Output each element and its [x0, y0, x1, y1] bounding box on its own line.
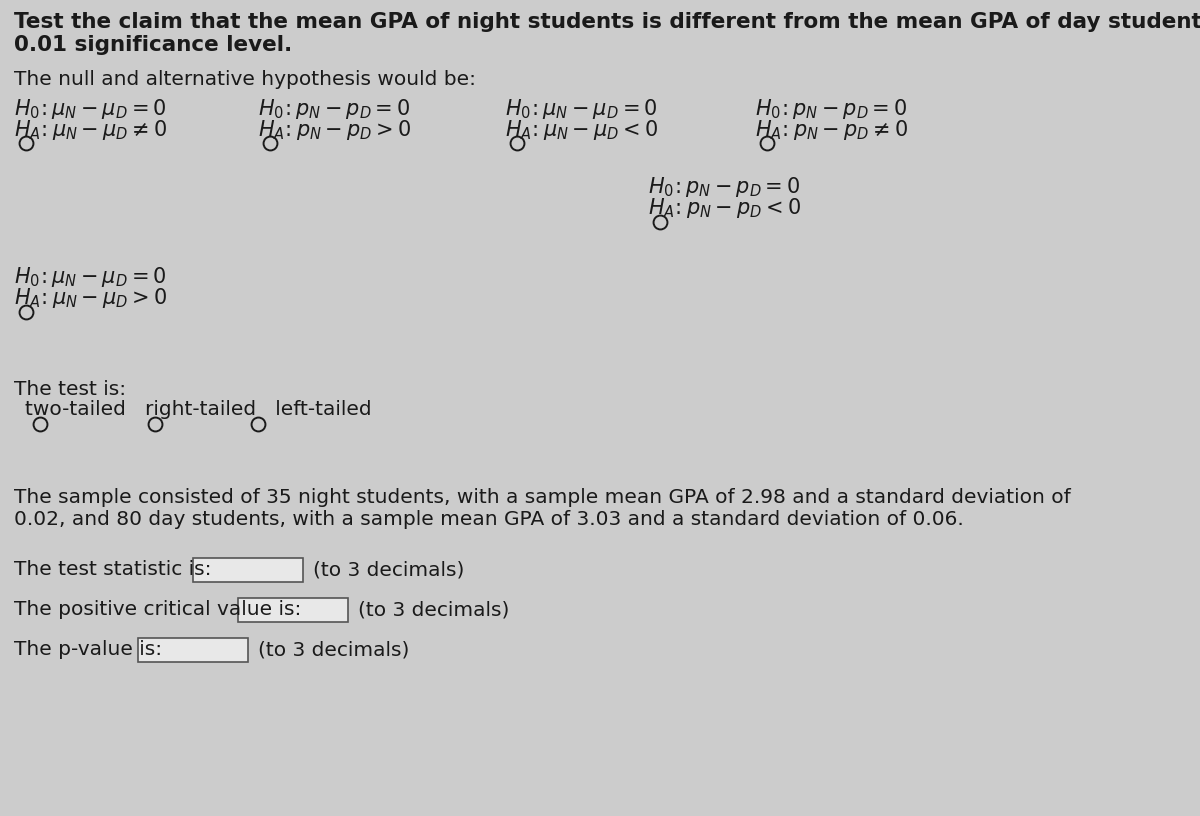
- Text: $H_0\!:p_N - p_D = 0$: $H_0\!:p_N - p_D = 0$: [258, 97, 410, 121]
- Text: $H_A\!:p_N - p_D < 0$: $H_A\!:p_N - p_D < 0$: [648, 196, 802, 220]
- Text: 0.02, and 80 day students, with a sample mean GPA of 3.03 and a standard deviati: 0.02, and 80 day students, with a sample…: [14, 510, 964, 529]
- Text: $H_0\!:p_N - p_D = 0$: $H_0\!:p_N - p_D = 0$: [648, 175, 800, 199]
- Text: $H_0\!:\mu_N - \mu_D = 0$: $H_0\!:\mu_N - \mu_D = 0$: [14, 265, 167, 289]
- Text: $H_A\!:p_N - p_D > 0$: $H_A\!:p_N - p_D > 0$: [258, 118, 412, 142]
- Text: $H_0\!:p_N - p_D = 0$: $H_0\!:p_N - p_D = 0$: [755, 97, 907, 121]
- Text: 0.01 significance level.: 0.01 significance level.: [14, 35, 293, 55]
- FancyBboxPatch shape: [193, 558, 302, 582]
- FancyBboxPatch shape: [138, 638, 248, 662]
- Text: $H_0\!:\mu_N - \mu_D = 0$: $H_0\!:\mu_N - \mu_D = 0$: [14, 97, 167, 121]
- Text: Test the claim that the mean GPA of night students is different from the mean GP: Test the claim that the mean GPA of nigh…: [14, 12, 1200, 32]
- Text: $H_A\!:p_N - p_D \neq 0$: $H_A\!:p_N - p_D \neq 0$: [755, 118, 908, 142]
- Text: (to 3 decimals): (to 3 decimals): [358, 600, 509, 619]
- Text: The test is:: The test is:: [14, 380, 126, 399]
- Text: The p-value is:: The p-value is:: [14, 640, 162, 659]
- Text: (to 3 decimals): (to 3 decimals): [258, 640, 409, 659]
- FancyBboxPatch shape: [238, 598, 348, 622]
- Text: The positive critical value is:: The positive critical value is:: [14, 600, 301, 619]
- Text: $H_A\!:\mu_N - \mu_D \neq 0$: $H_A\!:\mu_N - \mu_D \neq 0$: [14, 118, 167, 142]
- Text: The test statistic is:: The test statistic is:: [14, 560, 211, 579]
- Text: (to 3 decimals): (to 3 decimals): [313, 560, 464, 579]
- Text: $H_A\!:\mu_N - \mu_D > 0$: $H_A\!:\mu_N - \mu_D > 0$: [14, 286, 167, 310]
- Text: $H_A\!:\mu_N - \mu_D < 0$: $H_A\!:\mu_N - \mu_D < 0$: [505, 118, 658, 142]
- Text: $H_0\!:\mu_N - \mu_D = 0$: $H_0\!:\mu_N - \mu_D = 0$: [505, 97, 658, 121]
- Text: two-tailed   right-tailed   left-tailed: two-tailed right-tailed left-tailed: [25, 400, 372, 419]
- Text: The sample consisted of 35 night students, with a sample mean GPA of 2.98 and a : The sample consisted of 35 night student…: [14, 488, 1070, 507]
- Text: The null and alternative hypothesis would be:: The null and alternative hypothesis woul…: [14, 70, 476, 89]
